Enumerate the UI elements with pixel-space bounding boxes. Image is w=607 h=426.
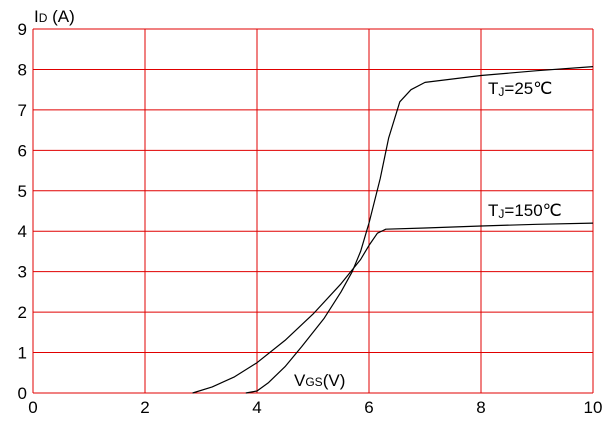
grid — [32, 28, 594, 394]
x-tick-label-3: 6 — [364, 398, 373, 417]
y-tick-label-0: 0 — [18, 384, 27, 403]
series-label-tj-150: TJ=150℃ — [488, 201, 562, 221]
x-axis-label: VGS(V) — [294, 371, 345, 390]
y-tick-label-9: 9 — [18, 20, 27, 39]
y-tick-label-3: 3 — [18, 263, 27, 282]
tick-labels: 0 2 4 6 8 10 0 1 2 3 4 5 6 7 8 9 — [18, 20, 603, 417]
y-tick-label-8: 8 — [18, 60, 27, 79]
x-tick-label-2: 4 — [252, 398, 261, 417]
curves — [192, 66, 594, 394]
y-tick-label-5: 5 — [18, 182, 27, 201]
y-tick-label-4: 4 — [18, 222, 27, 241]
y-axis-label: ID (A) — [34, 7, 75, 26]
x-tick-label-1: 2 — [140, 398, 149, 417]
x-tick-label-0: 0 — [28, 398, 37, 417]
series-label-tj-25: TJ=25℃ — [488, 79, 552, 99]
curve-tj-25 — [245, 66, 594, 394]
y-tick-label-6: 6 — [18, 141, 27, 160]
x-tick-label-4: 8 — [476, 398, 485, 417]
x-tick-label-5: 10 — [584, 398, 603, 417]
y-tick-label-2: 2 — [18, 303, 27, 322]
y-tick-label-1: 1 — [18, 344, 27, 363]
y-tick-label-7: 7 — [18, 101, 27, 120]
curve-tj-150 — [192, 222, 594, 394]
